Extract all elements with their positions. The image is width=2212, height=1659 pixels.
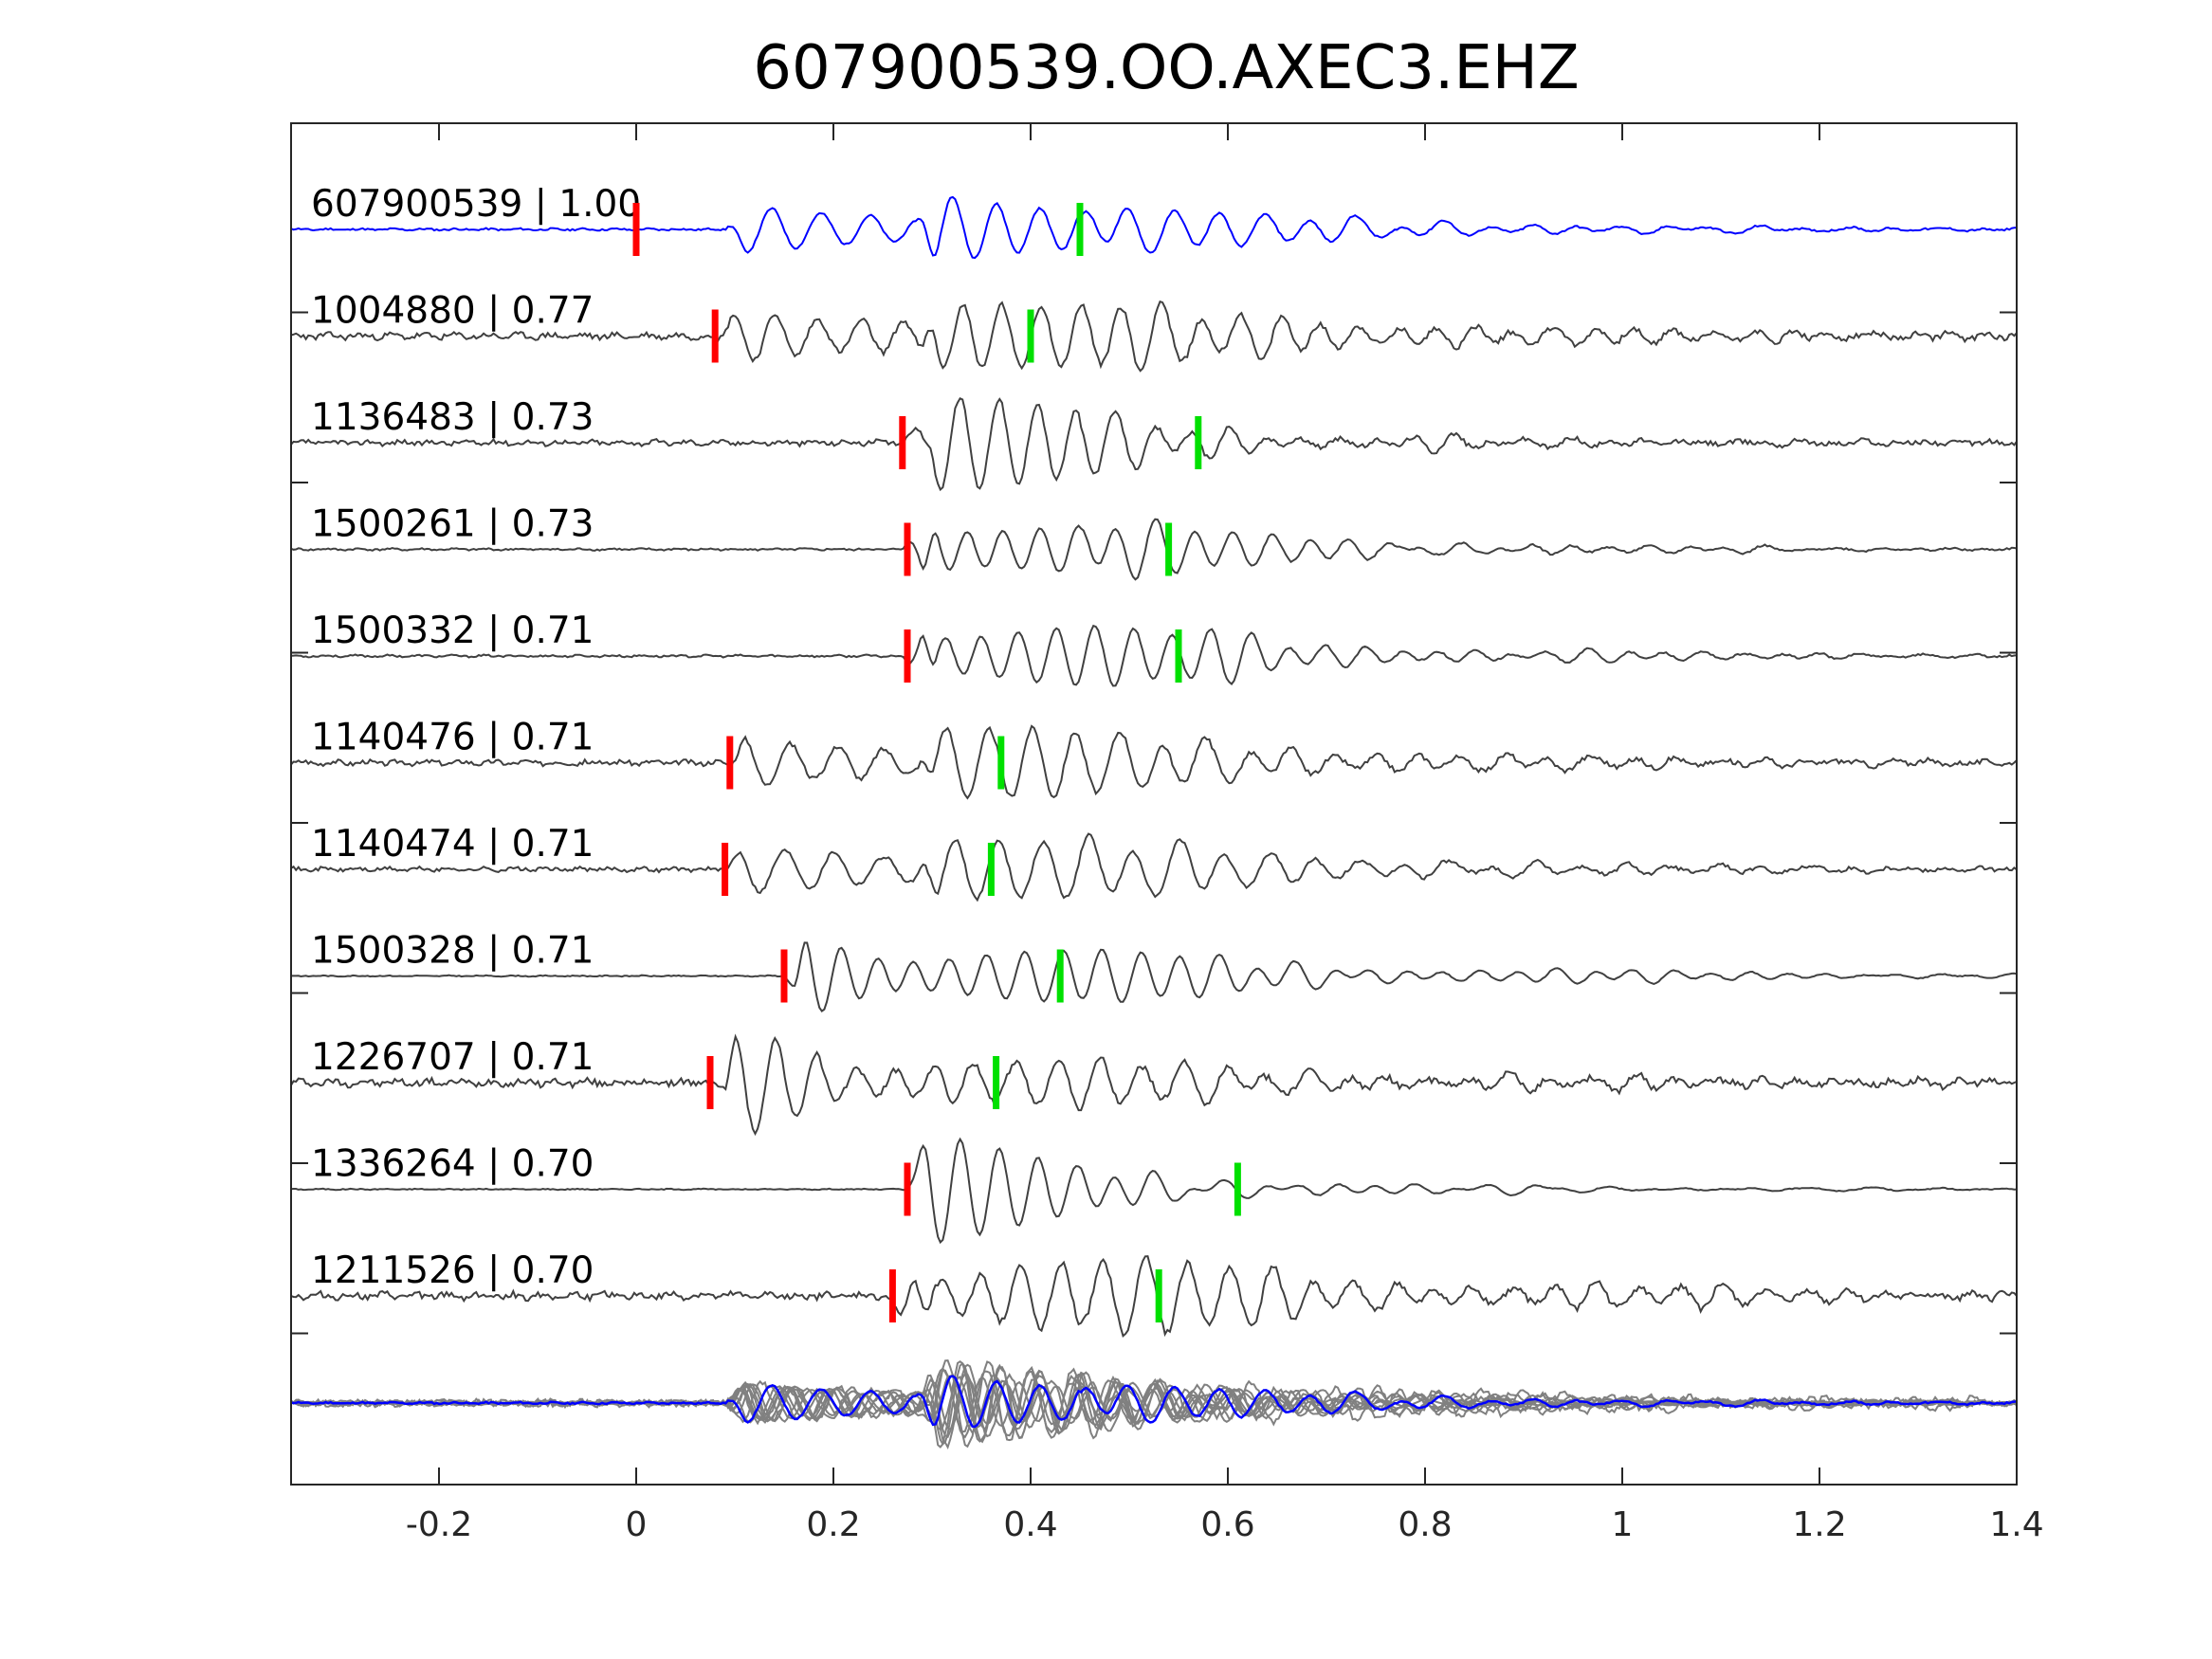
stack-template-line	[290, 1375, 2018, 1429]
trace-line	[290, 300, 2018, 373]
trace-label: 1136483 | 0.73	[311, 396, 594, 439]
trace-label: 1500332 | 0.71	[311, 610, 594, 652]
x-axis-ticks: -0.2 0 0.2 0.4 0.6 0.8 1 1.2 1.4	[291, 123, 2044, 1544]
x-tick-label: 0	[626, 1505, 648, 1544]
x-tick-label: 0.8	[1398, 1505, 1452, 1544]
trace-line	[290, 1033, 2018, 1137]
trace-line	[290, 624, 2018, 687]
x-tick-label: 1	[1612, 1505, 1634, 1544]
trace-label: 1226707 | 0.71	[311, 1036, 594, 1079]
trace-label: 1211526 | 0.70	[311, 1249, 594, 1292]
x-tick-label: 0.2	[806, 1505, 860, 1544]
trace-line	[290, 195, 2018, 260]
traces-layer	[290, 195, 2018, 1450]
x-tick-label: 0.4	[1003, 1505, 1057, 1544]
trace-label: 1500328 | 0.71	[311, 930, 594, 973]
trace-label: 1336264 | 0.70	[311, 1143, 594, 1186]
picks-layer	[632, 203, 1241, 1322]
trace-line	[290, 397, 2018, 492]
stack-trace-line	[290, 1363, 2018, 1450]
trace-label: 1140476 | 0.71	[311, 717, 594, 759]
trace-label: 1004880 | 0.77	[311, 290, 594, 333]
trace-line	[290, 832, 2018, 902]
chart-title: 607900539.OO.AXEC3.EHZ	[753, 33, 1580, 103]
trace-label: 1500261 | 0.73	[311, 503, 594, 546]
x-tick-label: 1.2	[1792, 1505, 1846, 1544]
trace-label: 607900539 | 1.00	[311, 183, 641, 226]
trace-line	[290, 1255, 2018, 1338]
trace-line	[290, 518, 2018, 581]
trace-label: 1140474 | 0.71	[311, 823, 594, 866]
trace-line	[290, 724, 2018, 800]
axes-box	[290, 122, 2018, 1486]
labels-layer: 607900539 | 1.00 1004880 | 0.77 1136483 | …	[311, 183, 641, 1292]
x-tick-label: -0.2	[406, 1505, 472, 1544]
x-tick-label: 1.4	[1989, 1505, 2043, 1544]
trace-line	[290, 1137, 2018, 1245]
x-tick-label: 0.6	[1200, 1505, 1254, 1544]
trace-line	[291, 941, 2018, 1013]
